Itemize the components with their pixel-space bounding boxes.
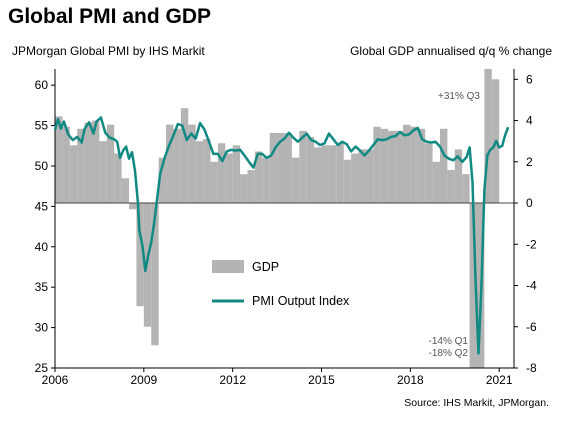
right-tick-label: 4	[526, 114, 533, 128]
gdp-bar	[84, 122, 93, 204]
right-tick-label: -2	[526, 237, 537, 251]
gdp-bar	[99, 141, 107, 204]
gdp-bar	[77, 128, 85, 204]
gdp-bar	[417, 128, 426, 204]
gdp-bar	[114, 153, 122, 204]
annotation-q1: -14% Q1	[429, 336, 469, 347]
gdp-bar	[203, 139, 211, 204]
annotation-q2: -18% Q2	[429, 348, 469, 359]
gdp-bar	[240, 174, 248, 204]
legend-pmi-label: PMI Output Index	[252, 294, 350, 308]
x-tick-label: 2018	[397, 373, 424, 387]
gdp-bar	[195, 141, 204, 204]
legend-gdp-swatch	[212, 260, 244, 273]
gdp-bar	[55, 116, 63, 204]
left-axis-label: JPMorgan Global PMI by IHS Markit	[12, 44, 205, 58]
gdp-bar	[136, 203, 144, 307]
gdp-bar	[158, 157, 167, 204]
gdp-bar	[402, 124, 411, 204]
gdp-bar	[351, 153, 359, 204]
right-tick-label: -8	[526, 361, 537, 375]
source-note: Source: IHS Markit, JPMorgan.	[404, 397, 549, 409]
gdp-bar	[439, 128, 448, 204]
left-tick-label: 50	[35, 159, 49, 173]
right-tick-label: 6	[526, 72, 533, 86]
annotations: +31% Q3 -14% Q1-18% Q2	[429, 91, 481, 359]
right-tick-label: 2	[526, 155, 533, 169]
chart-title: Global PMI and GDP	[8, 5, 212, 28]
gdp-bar	[432, 161, 440, 204]
legend: GDP PMI Output Index	[212, 260, 350, 308]
gdp-bar	[314, 147, 322, 204]
gdp-bar	[106, 124, 115, 204]
x-tick-label: 2021	[486, 373, 513, 387]
right-tick-label: -4	[526, 279, 537, 293]
gdp-bar	[484, 69, 492, 204]
gdp-bar	[447, 170, 455, 204]
gdp-bar	[425, 143, 433, 204]
gdp-bar	[121, 178, 130, 204]
gdp-bar	[210, 161, 218, 204]
pmi-line-group	[53, 116, 510, 355]
left-tick-label: 45	[35, 199, 49, 213]
legend-gdp-label: GDP	[252, 260, 279, 274]
gdp-bar	[129, 203, 137, 210]
gdp-bar	[217, 143, 226, 204]
left-tick-label: 30	[35, 321, 49, 335]
gdp-bar	[180, 108, 189, 204]
gdp-bar	[336, 143, 344, 204]
gdp-bar	[262, 157, 270, 204]
gdp-bar	[92, 120, 100, 204]
gdp-bar	[173, 128, 181, 204]
gdp-bar	[343, 159, 352, 204]
left-tick-label: 35	[35, 280, 49, 294]
right-axis-label: Global GDP annualised q/q % change	[350, 44, 552, 58]
gdp-bar	[395, 130, 403, 204]
gdp-bar	[388, 130, 396, 204]
pmi-line	[53, 116, 510, 355]
gdp-bar	[358, 149, 366, 204]
x-tick-label: 2012	[219, 373, 246, 387]
left-tick-label: 40	[35, 240, 49, 254]
gdp-bar	[380, 128, 389, 204]
gdp-bar	[232, 145, 241, 204]
gdp-bar	[254, 151, 263, 204]
gdp-bar	[469, 203, 477, 368]
gdp-bar	[365, 149, 374, 204]
gdp-bar	[410, 126, 418, 204]
annotation-q3: +31% Q3	[438, 91, 480, 102]
gdp-bar	[328, 145, 337, 204]
gdp-bar	[277, 132, 285, 204]
left-tick-label: 25	[35, 361, 49, 375]
gdp-bar	[284, 132, 292, 204]
gdp-bars	[55, 69, 500, 368]
gdp-bar	[69, 145, 78, 204]
right-tick-label: 0	[526, 196, 533, 210]
gdp-bar	[291, 157, 300, 204]
left-tick-label: 60	[35, 78, 49, 92]
x-tick-label: 2015	[308, 373, 335, 387]
gdp-bar	[454, 149, 463, 204]
gdp-bar	[462, 174, 470, 204]
gdp-bar	[299, 130, 307, 204]
x-tick-label: 2009	[130, 373, 157, 387]
x-tick-label: 2006	[42, 373, 69, 387]
gdp-bar	[62, 126, 70, 204]
gdp-bar	[306, 137, 315, 204]
right-tick-label: -6	[526, 320, 537, 334]
gdp-bar	[188, 124, 196, 204]
gdp-bar	[151, 203, 159, 346]
gdp-bar	[166, 124, 174, 204]
chart-axes: 25 30 35 40 45 50 55 60 -8 -6 -4 -2 0 2 4 6 2006 2009 2012…	[35, 69, 537, 387]
gdp-bar	[373, 126, 381, 204]
gdp-bar	[247, 170, 255, 204]
gdp-bar	[269, 132, 278, 204]
gdp-bar	[225, 153, 233, 204]
left-tick-label: 55	[35, 119, 49, 133]
gdp-bar	[321, 145, 329, 204]
